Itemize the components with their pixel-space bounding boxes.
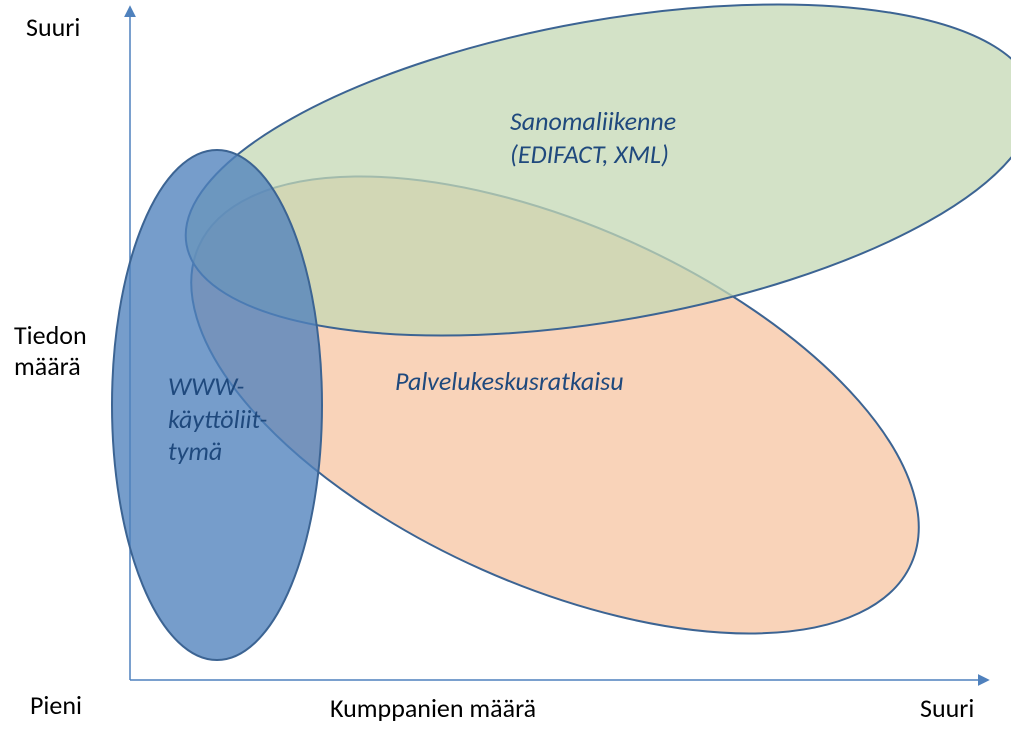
- y-axis-title: Tiedonmäärä: [14, 320, 124, 382]
- x-axis-title: Kumppanien määrä: [330, 693, 536, 724]
- ellipse-label-sanomaliikenne: Sanomaliikenne(EDIFACT, XML): [510, 105, 770, 170]
- x-axis-left-label: Pieni: [30, 690, 82, 721]
- x-axis-right-label: Suuri: [920, 693, 974, 724]
- diagram-stage: Suuri Tiedonmäärä Pieni Kumppanien määrä…: [0, 0, 1011, 739]
- ellipse-label-palvelukeskus: Palvelukeskusratkaisu: [395, 365, 715, 398]
- ellipse-label-www: WWW-käyttöliit-tymä: [168, 370, 308, 468]
- y-axis-top-label: Suuri: [26, 12, 80, 43]
